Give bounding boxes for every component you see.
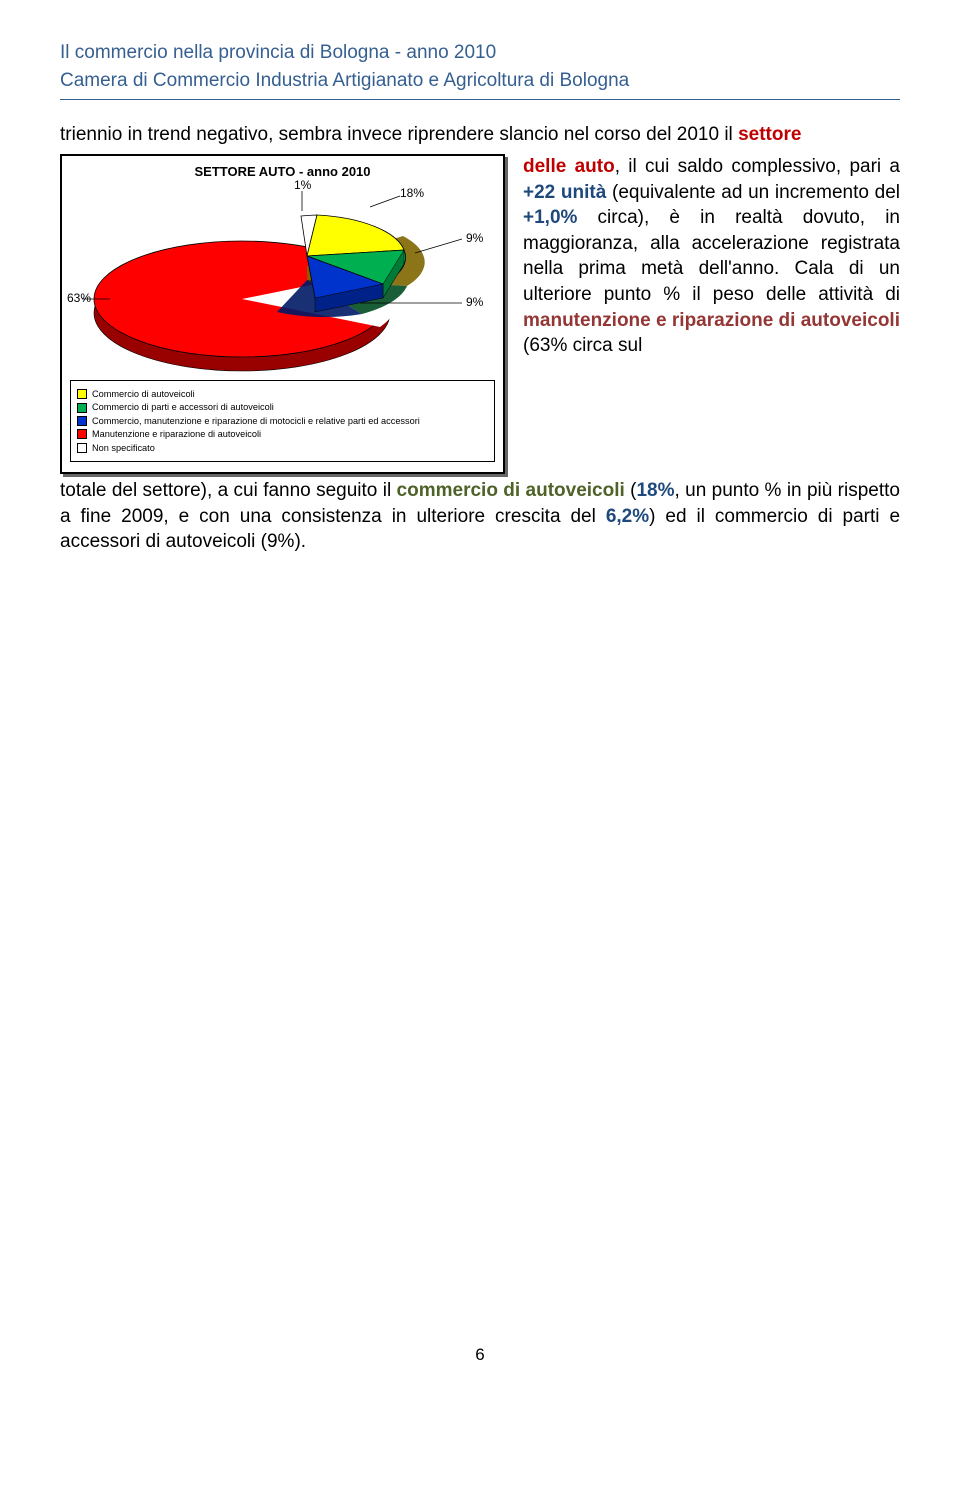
pie-svg xyxy=(70,181,495,376)
header-divider xyxy=(60,99,900,100)
legend-swatch xyxy=(77,443,87,453)
legend-label: Commercio, manutenzione e riparazione di… xyxy=(92,415,420,427)
a1: totale del settore), a cui fanno seguito… xyxy=(60,480,397,501)
legend-swatch xyxy=(77,389,87,399)
legend-swatch xyxy=(77,403,87,413)
legend-label: Commercio di autoveicoli xyxy=(92,388,195,400)
legend-item: Commercio, manutenzione e riparazione di… xyxy=(77,415,488,427)
legend-item: Commercio di parti e accessori di autove… xyxy=(77,401,488,413)
legend-swatch xyxy=(77,429,87,439)
right-column-text: delle auto, il cui saldo complessivo, pa… xyxy=(523,154,900,474)
txt-manut: manutenzione e riparazione di autoveicol… xyxy=(523,310,900,331)
txt-delle-auto: delle auto xyxy=(523,156,615,177)
page-number: 6 xyxy=(60,1345,900,1365)
a3: ( xyxy=(625,480,637,501)
txt-plus1: +1,0% xyxy=(523,207,577,228)
header-line-2: Camera di Commercio Industria Artigianat… xyxy=(60,68,900,94)
after-chart-text: totale del settore), a cui fanno seguito… xyxy=(60,478,900,555)
chart-title: SETTORE AUTO - anno 2010 xyxy=(70,164,495,179)
intro-settore: settore xyxy=(738,124,801,145)
pct-1: 1% xyxy=(294,178,311,192)
header-line-1: Il commercio nella provincia di Bologna … xyxy=(60,40,900,66)
legend-label: Non specificato xyxy=(92,442,155,454)
intro-line: triennio in trend negativo, sembra invec… xyxy=(60,122,900,148)
txt2: , il cui saldo complessivo, pari a xyxy=(615,156,900,177)
txt-plus22: +22 unità xyxy=(523,182,606,203)
pct-18: 18% xyxy=(400,186,424,200)
legend-item: Non specificato xyxy=(77,442,488,454)
legend-swatch xyxy=(77,416,87,426)
legend-item: Commercio di autoveicoli xyxy=(77,388,488,400)
legend-label: Manutenzione e riparazione di autoveicol… xyxy=(92,428,261,440)
a2: commercio di autoveicoli xyxy=(397,480,625,501)
pct-9b: 9% xyxy=(466,295,483,309)
txt4: (equivalente ad un incremento del xyxy=(606,182,900,203)
legend-label: Commercio di parti e accessori di autove… xyxy=(92,401,274,413)
intro-lead: triennio in trend negativo, sembra invec… xyxy=(60,124,738,145)
txt6: circa), è in realtà dovuto, in maggioran… xyxy=(523,207,900,305)
a6: 6,2% xyxy=(606,506,649,527)
pct-9a: 9% xyxy=(466,231,483,245)
txt8: (63% circa sul xyxy=(523,335,642,356)
pct-63: 63% xyxy=(67,291,91,305)
legend-item: Manutenzione e riparazione di autoveicol… xyxy=(77,428,488,440)
pie-chart: 1% 18% 9% 9% 63% xyxy=(70,181,495,376)
pie-chart-box: SETTORE AUTO - anno 2010 xyxy=(60,154,505,474)
a4: 18% xyxy=(636,480,674,501)
chart-legend: Commercio di autoveicoli Commercio di pa… xyxy=(70,380,495,462)
